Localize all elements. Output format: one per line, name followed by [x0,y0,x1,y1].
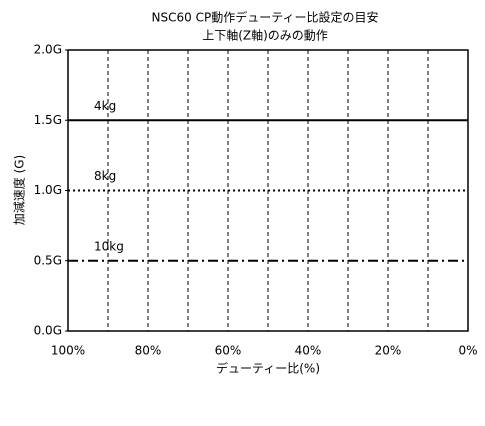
x-axis-label: デューティー比(%) [216,361,320,376]
y-tick-label: 1.0G [34,183,62,197]
y-axis-label: 加減速度 (G) [12,155,27,225]
chart-title: NSC60 CP動作デューティー比設定の目安 [152,10,379,25]
x-tick-label: 100% [51,344,85,358]
chart-subtitle: 上下軸(Z軸)のみの動作 [202,29,328,43]
series-label: 8kg [94,169,116,183]
x-tick-label: 20% [375,344,402,358]
series-label: 10kg [94,239,124,253]
y-tick-label: 2.0G [34,43,62,57]
x-tick-label: 80% [135,344,162,358]
y-tick-label: 0.5G [34,253,62,267]
y-tick-label: 0.0G [34,324,62,338]
series-label: 4kg [94,99,116,113]
x-tick-label: 0% [458,344,477,358]
x-tick-label: 40% [295,344,322,358]
y-tick-label: 1.5G [34,113,62,127]
x-tick-label: 60% [215,344,242,358]
